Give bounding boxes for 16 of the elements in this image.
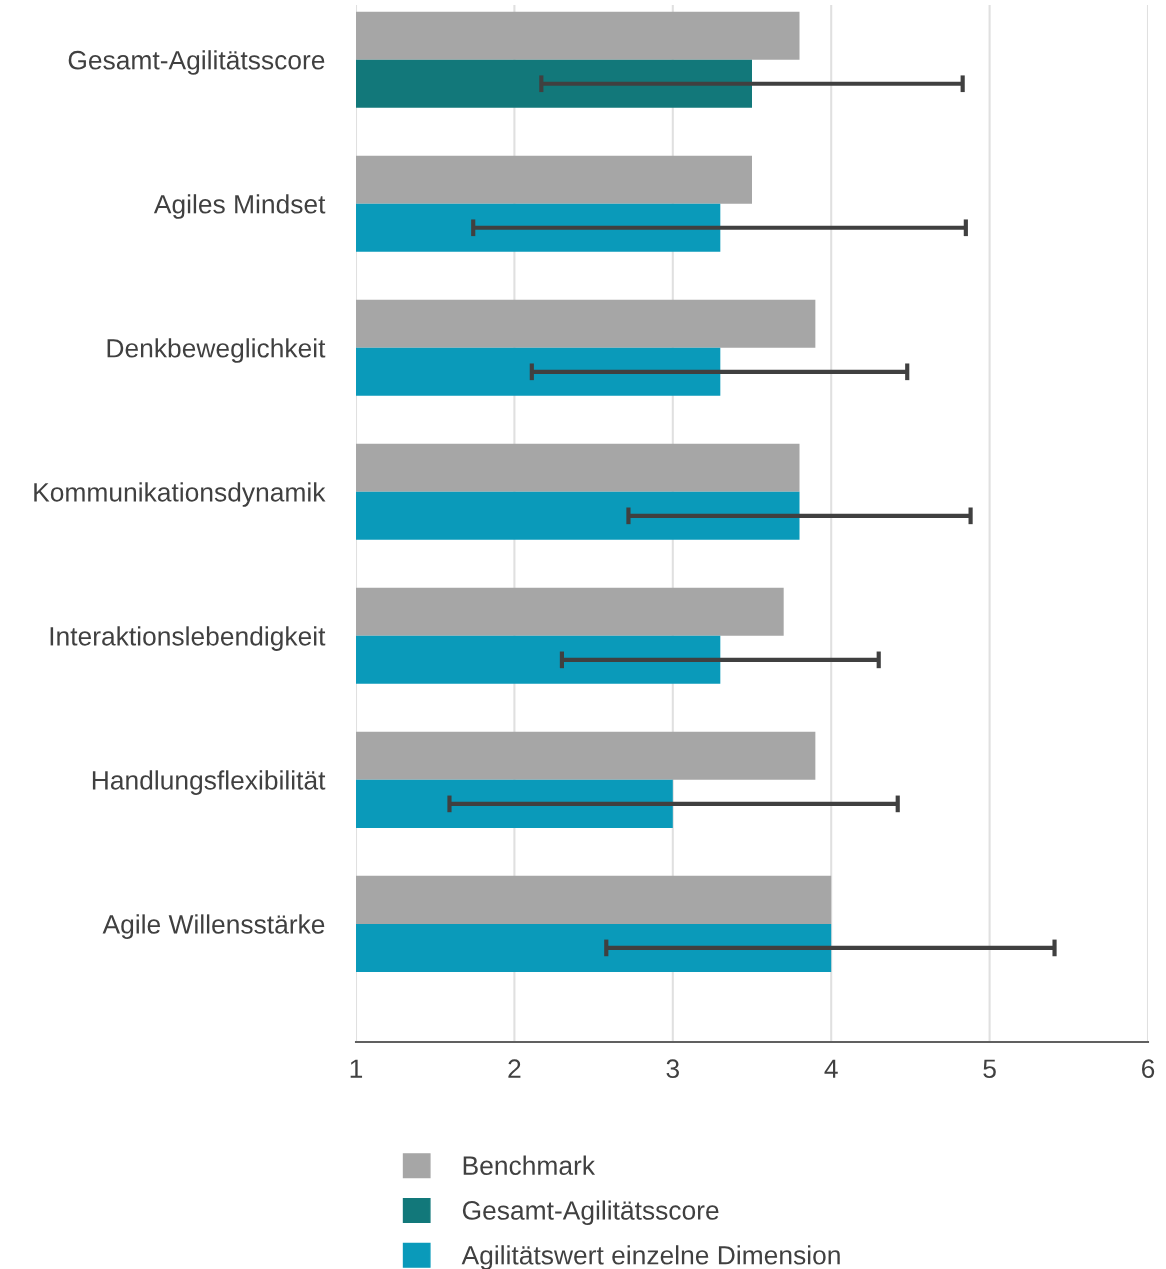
legend-label: Agilitätswert einzelne Dimension <box>461 1245 840 1269</box>
y-tick-label: Interaktionslebendigkeit <box>50 626 326 651</box>
x-tick-label: 4 <box>824 1059 838 1078</box>
legend-label: Benchmark <box>463 1155 596 1175</box>
x-tick-label: 5 <box>983 1059 996 1079</box>
x-tick-label: 1 <box>350 1059 363 1078</box>
x-tick-label: 3 <box>666 1059 679 1079</box>
x-tick-label: 2 <box>508 1059 521 1078</box>
y-tick-label: Agile Willensstärke <box>102 914 325 939</box>
y-tick-label: Kommunikationsdynamik <box>34 482 326 507</box>
y-tick-label: Gesamt-Agilitätsscore <box>68 50 325 75</box>
y-tick-label: Agiles Mindset <box>153 194 326 219</box>
legend-label: Gesamt-Agilitätsscore <box>462 1200 719 1226</box>
x-tick-label: 6 <box>1142 1059 1155 1079</box>
y-tick-label: Denkbeweglichkeit <box>107 338 326 363</box>
y-tick-label: Handlungsflexibilität <box>92 770 326 795</box>
